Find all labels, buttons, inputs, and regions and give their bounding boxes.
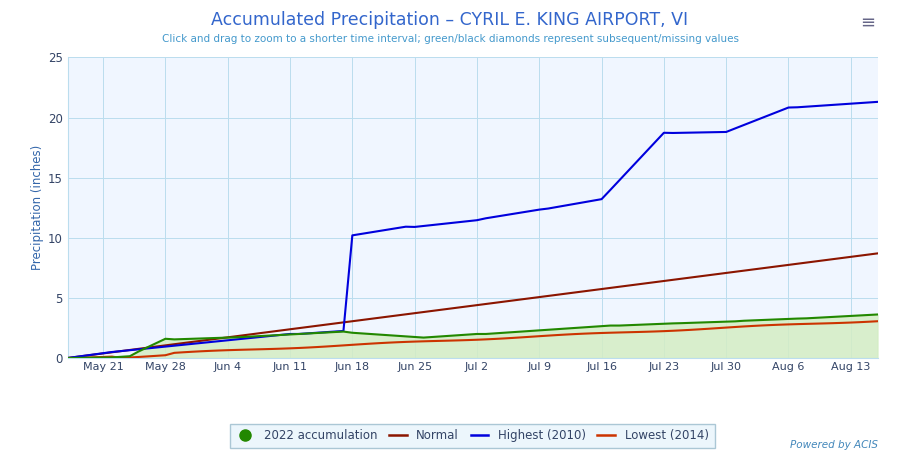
- Y-axis label: Precipitation (inches): Precipitation (inches): [31, 145, 43, 270]
- Text: ≡: ≡: [860, 14, 875, 32]
- Text: Powered by ACIS: Powered by ACIS: [789, 440, 877, 450]
- Legend: 2022 accumulation, Normal, Highest (2010), Lowest (2014): 2022 accumulation, Normal, Highest (2010…: [230, 424, 715, 448]
- Text: Click and drag to zoom to a shorter time interval; green/black diamonds represen: Click and drag to zoom to a shorter time…: [161, 34, 739, 45]
- Text: Accumulated Precipitation – CYRIL E. KING AIRPORT, VI: Accumulated Precipitation – CYRIL E. KIN…: [212, 11, 688, 29]
